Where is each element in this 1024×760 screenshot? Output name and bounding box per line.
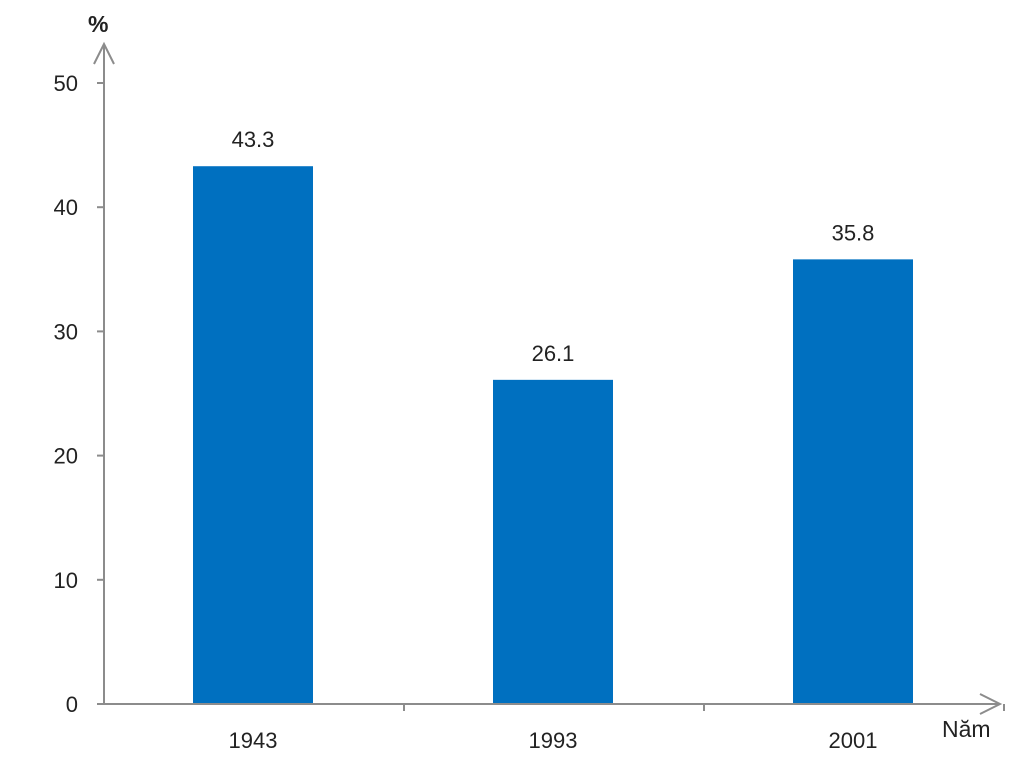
bars-group [193,166,913,705]
y-tick-label: 40 [54,195,78,220]
y-tick-label: 30 [54,319,78,344]
data-label-2001: 35.8 [832,220,875,245]
y-ticks-group: 0 10 20 30 40 50 [54,71,104,717]
x-axis [104,693,1003,715]
y-tick-label: 20 [54,444,78,469]
x-ticks-group: 1943 1993 2001 [229,704,1005,753]
data-labels-group: 43.3 26.1 35.8 [232,127,875,366]
x-axis-title: Năm [942,716,991,742]
y-tick-label: 50 [54,71,78,96]
y-axis-title: % [88,11,108,37]
x-tick-label: 1993 [529,728,578,753]
bar-1943 [193,166,313,705]
y-axis-arrow-icon [93,41,115,65]
y-tick-label: 0 [66,692,78,717]
y-tick-label: 10 [54,568,78,593]
x-axis-arrow-icon [979,693,1003,715]
data-label-1993: 26.1 [532,341,575,366]
x-tick-label: 2001 [829,728,878,753]
bar-2001 [793,259,913,704]
y-axis [93,41,115,704]
bar-1993 [493,379,613,704]
x-tick-label: 1943 [229,728,278,753]
data-label-1943: 43.3 [232,127,275,152]
